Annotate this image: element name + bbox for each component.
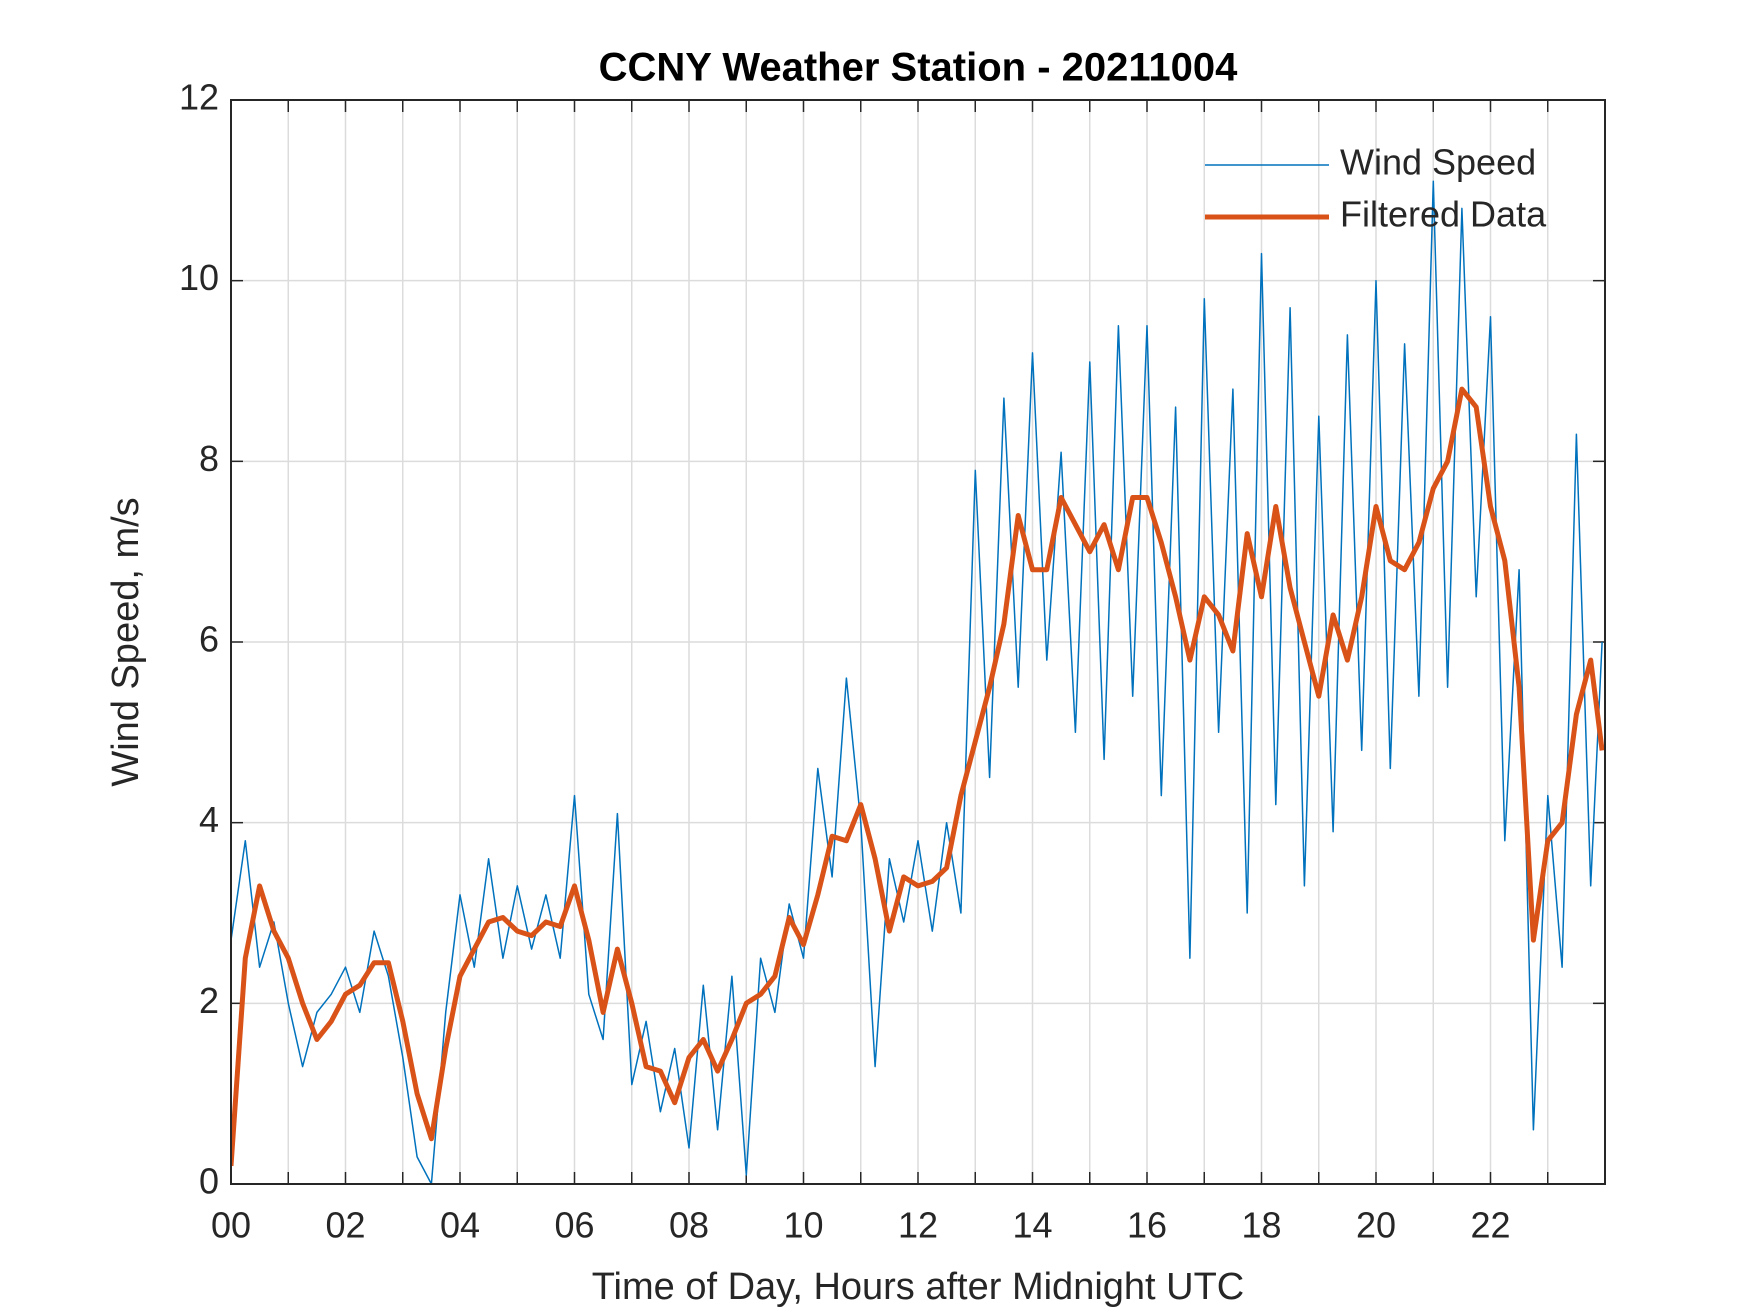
x-tick-label: 16 [1127, 1205, 1167, 1246]
x-tick-label: 14 [1012, 1205, 1052, 1246]
y-tick-label: 6 [199, 619, 219, 660]
y-tick-label: 12 [179, 77, 219, 118]
x-tick-label: 06 [554, 1205, 594, 1246]
x-tick-label: 02 [325, 1205, 365, 1246]
plot-frame [230, 99, 1606, 1185]
y-tick-label: 0 [199, 1161, 219, 1202]
x-tick-label: 22 [1470, 1205, 1510, 1246]
x-tick-label: 04 [440, 1205, 480, 1246]
x-tick-label: 08 [669, 1205, 709, 1246]
x-tick-label: 00 [211, 1205, 251, 1246]
y-axis-label: Wind Speed, m/s [105, 497, 147, 786]
x-tick-label: 10 [783, 1205, 823, 1246]
legend-label: Filtered Data [1340, 194, 1547, 235]
y-tick-label: 4 [199, 799, 219, 840]
legend-label: Wind Speed [1340, 142, 1536, 183]
x-axis-label: Time of Day, Hours after Midnight UTC [592, 1266, 1245, 1308]
x-tick-label: 12 [898, 1205, 938, 1246]
data-line [231, 386, 1605, 1167]
y-tick-label: 8 [199, 438, 219, 479]
chart-title: CCNY Weather Station - 20211004 [599, 46, 1239, 90]
x-tick-label: 18 [1241, 1205, 1281, 1246]
y-tick-label: 2 [199, 980, 219, 1021]
y-tick-label: 10 [179, 257, 219, 298]
x-tick-label: 20 [1356, 1205, 1396, 1246]
data-line [231, 180, 1603, 1184]
